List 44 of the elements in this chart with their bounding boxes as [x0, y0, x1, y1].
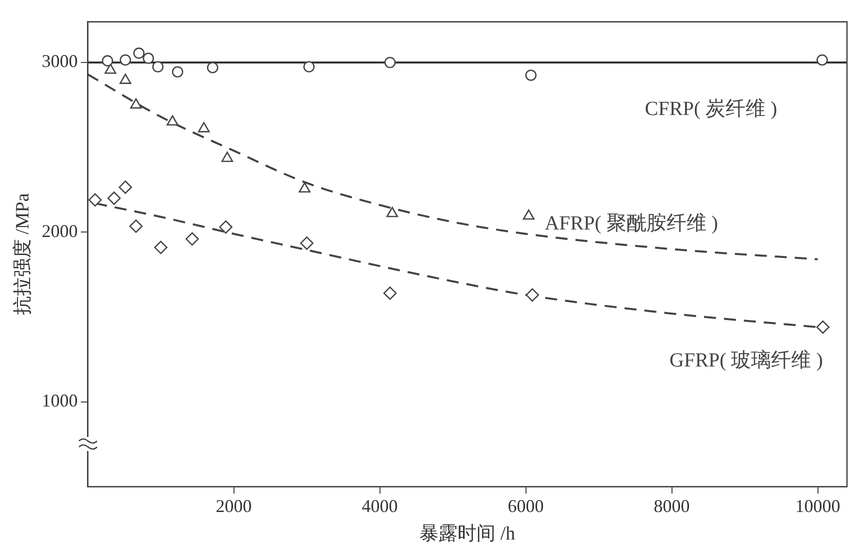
point: [107, 192, 121, 205]
point: [120, 54, 132, 66]
point: [816, 320, 830, 334]
x-tick-label: 8000: [654, 496, 690, 516]
point: [102, 55, 114, 66]
point: [198, 122, 210, 132]
point: [104, 63, 116, 74]
point: [172, 66, 184, 78]
y-axis-title: 抗拉强度 /MPa: [11, 192, 34, 316]
x-tick-label: 4000: [362, 496, 398, 516]
y-tick-label: 3000: [42, 51, 78, 72]
x-tick-label: 6000: [508, 496, 544, 516]
point: [152, 61, 164, 72]
point: [166, 115, 178, 126]
series-label: GFRP( 玻璃纤维 ): [670, 349, 823, 372]
point: [206, 62, 218, 74]
point: [522, 209, 535, 220]
point: [219, 220, 232, 234]
point: [816, 54, 828, 66]
point: [386, 206, 398, 218]
x-axis-title: 暴露时间 /h: [420, 524, 516, 545]
point: [186, 232, 199, 246]
point: [384, 56, 396, 68]
point: [221, 152, 234, 162]
point: [142, 52, 154, 64]
point: [525, 70, 537, 81]
point: [129, 220, 143, 233]
point: [154, 240, 168, 254]
point: [118, 180, 132, 194]
point: [120, 74, 132, 84]
y-tick-label: 2000: [42, 220, 78, 241]
text: CFRP( 炭纤维 ): [644, 98, 778, 120]
series-label: AFRP( 聚酰胺纤维 ): [544, 212, 718, 234]
point: [383, 286, 397, 300]
point: [130, 98, 142, 109]
point: [133, 48, 145, 59]
y-tick-label: 1000: [42, 390, 78, 411]
point: [298, 182, 310, 193]
point: [88, 193, 102, 207]
point: [526, 288, 540, 302]
x-tick-label: 2000: [216, 496, 252, 516]
point: [303, 61, 315, 72]
point: [300, 236, 314, 250]
x-tick-label: 10000: [795, 496, 840, 516]
